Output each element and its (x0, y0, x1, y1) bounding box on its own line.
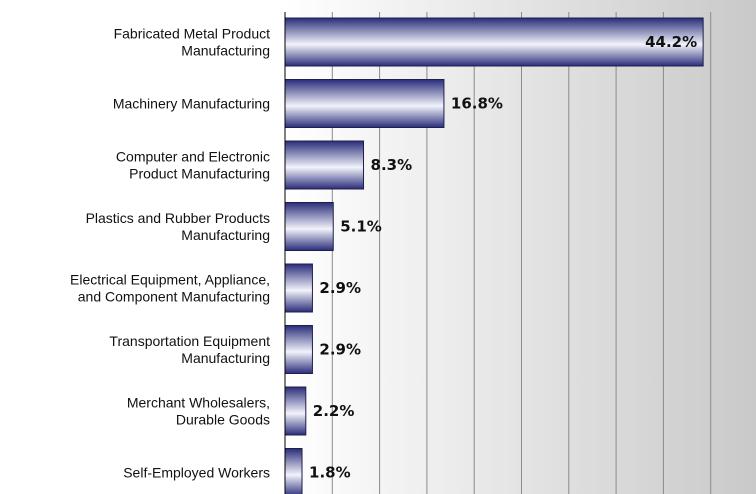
bar (284, 448, 303, 494)
category-label: Merchant Wholesalers,Durable Goods (127, 395, 270, 428)
bar (284, 263, 313, 313)
category-label-line: Plastics and Rubber Products (86, 210, 270, 226)
bars (284, 17, 704, 494)
bar (284, 325, 313, 374)
category-label: Electrical Equipment, Appliance,and Comp… (70, 272, 270, 305)
category-label: Self-Employed Workers (123, 465, 270, 481)
category-label-line: and Component Manufacturing (78, 289, 270, 305)
category-label-line: Electrical Equipment, Appliance, (70, 272, 270, 288)
category-label-line: Self-Employed Workers (123, 465, 270, 481)
category-label-line: Transportation Equipment (109, 333, 270, 349)
bar (284, 17, 704, 67)
category-label-line: Fabricated Metal Product (114, 26, 271, 42)
bar (284, 202, 334, 251)
data-label: 44.2% (645, 33, 697, 51)
value-labels: 44.2% 16.8% 8.3% 5.1% 2.9% 2.9% 2.2% 1.8% (309, 33, 697, 482)
category-label-line: Product Manufacturing (129, 166, 270, 182)
category-label-line: Computer and Electronic (116, 149, 270, 165)
data-label: 2.2% (313, 402, 355, 420)
data-label: 2.9% (319, 279, 361, 297)
bar (284, 140, 365, 190)
category-label-line: Merchant Wholesalers, (127, 395, 270, 411)
category-label-line: Machinery Manufacturing (113, 96, 270, 112)
bar (284, 386, 307, 436)
category-label-line: Manufacturing (181, 43, 270, 59)
category-label-line: Durable Goods (176, 412, 270, 428)
data-label: 8.3% (371, 156, 413, 174)
data-label: 1.8% (309, 464, 351, 482)
data-label: 16.8% (451, 95, 503, 113)
bar (284, 79, 445, 128)
category-label-line: Manufacturing (181, 227, 270, 243)
category-label: Machinery Manufacturing (113, 96, 270, 112)
category-labels: Fabricated Metal ProductManufacturingMac… (70, 26, 270, 481)
category-label: Plastics and Rubber ProductsManufacturin… (86, 210, 270, 243)
data-label: 5.1% (340, 218, 382, 236)
plot-background (285, 0, 756, 494)
category-label-line: Manufacturing (181, 350, 270, 366)
data-label: 2.9% (319, 341, 361, 359)
